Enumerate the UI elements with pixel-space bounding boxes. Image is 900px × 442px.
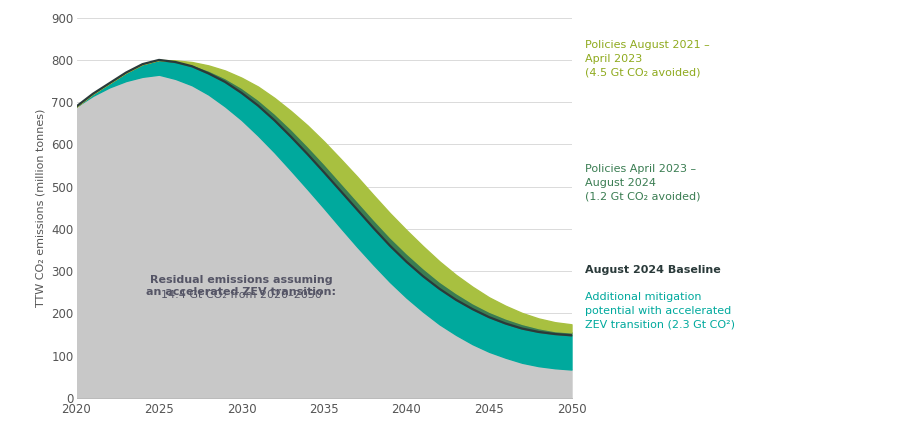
Text: August 2024 Baseline: August 2024 Baseline xyxy=(585,265,721,275)
Y-axis label: TTW CO₂ emissions (million tonnes): TTW CO₂ emissions (million tonnes) xyxy=(36,109,46,307)
Text: Additional mitigation
potential with accelerated
ZEV transition (2.3 Gt CO²): Additional mitigation potential with acc… xyxy=(585,292,735,330)
Text: Policies April 2023 –
August 2024
(1.2 Gt CO₂ avoided): Policies April 2023 – August 2024 (1.2 G… xyxy=(585,164,700,202)
Text: Policies August 2021 –
April 2023
(4.5 Gt CO₂ avoided): Policies August 2021 – April 2023 (4.5 G… xyxy=(585,40,710,78)
Text: 14.4 Gt CO₂ from 2020–2050: 14.4 Gt CO₂ from 2020–2050 xyxy=(161,290,322,300)
Text: Residual emissions assuming
an accelerated ZEV transition:: Residual emissions assuming an accelerat… xyxy=(147,275,337,297)
